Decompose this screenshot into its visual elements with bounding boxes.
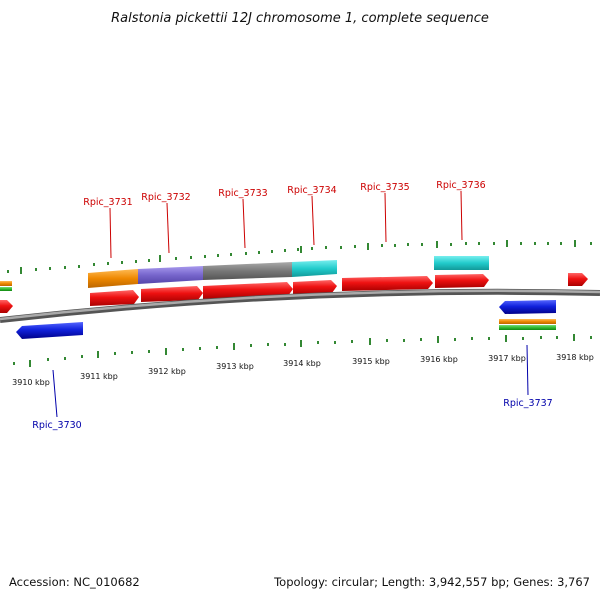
gene-label-rpic-3733[interactable]: Rpic_3733 (218, 188, 267, 199)
leader-line (109, 207, 112, 259)
tick-label: 3913 kbp (216, 362, 254, 371)
orange-feature-band[interactable] (499, 319, 556, 324)
cds-arrow-reverse[interactable] (16, 322, 83, 339)
leader-line (526, 344, 529, 396)
map-title: Ralstonia pickettii 12J chromosome 1, co… (111, 11, 489, 26)
cds-arrow-forward[interactable] (568, 273, 588, 286)
reverse-feature-bands (499, 319, 556, 330)
green-feature-band[interactable] (0, 287, 12, 291)
leader-line (242, 198, 246, 249)
orange-feature-band[interactable] (88, 269, 138, 288)
cyan-feature-band[interactable] (292, 260, 337, 277)
tick-label: 3911 kbp (80, 372, 118, 381)
gray-feature-band[interactable] (203, 262, 292, 280)
gene-label-rpic-3730[interactable]: Rpic_3730 (32, 420, 81, 431)
leader-line (52, 369, 58, 418)
leader-line (384, 192, 387, 243)
leader-line (460, 190, 463, 241)
gene-labels: Rpic_3731 Rpic_3732 Rpic_3733 Rpic_3734 … (32, 180, 552, 431)
gene-label-rpic-3734[interactable]: Rpic_3734 (287, 185, 336, 196)
forward-cds-arrows (0, 273, 588, 313)
cds-arrow-forward[interactable] (293, 280, 337, 295)
forward-feature-bands (0, 256, 489, 291)
cds-arrow-forward[interactable] (435, 274, 489, 288)
cds-arrow-forward[interactable] (342, 276, 433, 291)
cyan-feature-band[interactable] (434, 256, 489, 270)
leader-line (166, 202, 170, 254)
tick-label: 3910 kbp (12, 378, 50, 387)
gene-label-rpic-3731[interactable]: Rpic_3731 (83, 197, 132, 208)
leader-line (311, 195, 315, 246)
gene-label-rpic-3737[interactable]: Rpic_3737 (503, 398, 552, 409)
topology-label: Topology: circular; Length: 3,942,557 bp… (273, 575, 590, 589)
tick-label: 3917 kbp (488, 354, 526, 363)
gene-label-rpic-3736[interactable]: Rpic_3736 (436, 180, 485, 191)
reverse-cds-arrows (16, 300, 556, 339)
green-feature-band[interactable] (499, 325, 556, 330)
genome-backbone-highlight (0, 289, 600, 321)
cds-arrow-forward[interactable] (90, 290, 139, 306)
gene-label-rpic-3732[interactable]: Rpic_3732 (141, 192, 190, 203)
cds-arrow-forward[interactable] (141, 286, 203, 302)
label-leaders (52, 190, 529, 418)
accession-label: Accession: NC_010682 (9, 575, 140, 589)
cds-arrow-forward[interactable] (0, 300, 13, 313)
cds-arrow-reverse[interactable] (499, 300, 556, 314)
tick-label: 3914 kbp (283, 359, 321, 368)
tick-label: 3916 kbp (420, 355, 458, 364)
purple-feature-band[interactable] (138, 266, 203, 284)
upper-tick-row (7, 240, 592, 274)
lower-tick-row (13, 334, 592, 367)
tick-label: 3912 kbp (148, 367, 186, 376)
orange-feature-band[interactable] (0, 281, 12, 286)
tick-label: 3918 kbp (556, 353, 594, 362)
tick-label: 3915 kbp (352, 357, 390, 366)
scale-labels: 3910 kbp 3911 kbp 3912 kbp 3913 kbp 3914… (12, 353, 594, 387)
gene-label-rpic-3735[interactable]: Rpic_3735 (360, 182, 409, 193)
